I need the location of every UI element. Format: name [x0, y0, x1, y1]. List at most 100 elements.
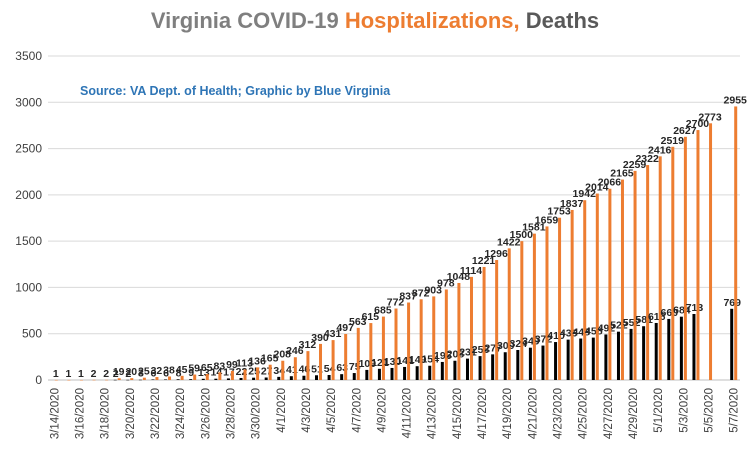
deaths-bar	[692, 313, 696, 380]
hospitalizations-bar	[419, 299, 423, 380]
deaths-bar	[478, 356, 482, 380]
deaths-bar	[679, 316, 683, 380]
hospitalizations-bar	[646, 165, 650, 380]
hospitalizations-bar	[105, 379, 109, 381]
x-tick-label: 5/7/2020	[729, 388, 741, 433]
y-tick-label: 0	[35, 373, 42, 387]
deaths-bar	[453, 360, 457, 380]
x-tick-label: 5/1/2020	[653, 388, 665, 433]
deaths-bar	[365, 369, 369, 380]
deaths-bar	[239, 377, 243, 380]
y-tick-label: 1500	[15, 234, 42, 248]
x-tick-label: 4/9/2020	[376, 388, 388, 433]
hospitalizations-data-label: 19	[113, 366, 125, 378]
hospitalizations-data-label: 1659	[535, 214, 559, 226]
deaths-bar	[252, 377, 256, 380]
deaths-bar	[390, 367, 394, 380]
hospitalizations-data-label: 1422	[497, 236, 521, 248]
deaths-bar	[491, 354, 495, 380]
hospitalizations-bar	[671, 146, 675, 380]
x-tick-label: 4/27/2020	[603, 388, 615, 439]
y-tick-label: 2000	[15, 188, 42, 202]
hospitalizations-data-label: 2066	[598, 177, 622, 189]
deaths-bar	[126, 379, 130, 381]
x-tick-label: 4/3/2020	[301, 388, 313, 433]
deaths-bar	[138, 379, 142, 381]
deaths-bar	[654, 322, 658, 380]
source-note: Source: VA Dept. of Health; Graphic by B…	[80, 84, 391, 98]
hospitalizations-bar	[469, 276, 473, 380]
deaths-bar	[528, 347, 532, 380]
hospitalizations-data-label: 2700	[686, 118, 710, 130]
deaths-bar	[164, 379, 168, 380]
hospitalizations-bar	[709, 123, 713, 380]
hospitalizations-data-label: 1581	[522, 222, 546, 234]
hospitalizations-data-label: 390	[311, 332, 329, 344]
hospitalizations-data-label: 772	[387, 297, 405, 309]
deaths-bar	[465, 358, 469, 380]
hospitalizations-data-label: 2259	[623, 159, 647, 171]
hospitalizations-data-label: 20	[125, 366, 137, 378]
y-tick-label: 1000	[15, 280, 42, 294]
hospitalizations-data-label: 2519	[661, 135, 685, 147]
deaths-data-label: 27	[261, 366, 273, 378]
deaths-bar	[264, 377, 268, 380]
hospitalizations-bar	[79, 379, 83, 381]
hospitalizations-data-label: 32	[151, 365, 163, 377]
deaths-data-label: 9	[188, 367, 194, 379]
hospitalizations-data-label: 2627	[673, 125, 697, 137]
deaths-bar	[327, 375, 331, 380]
hospitalizations-data-label: 1	[78, 368, 84, 380]
hospitalizations-bar	[168, 376, 172, 380]
hospitalizations-bar	[432, 296, 436, 380]
x-tick-label: 4/21/2020	[527, 388, 539, 439]
x-tick-label: 3/16/2020	[74, 388, 86, 439]
hospitalizations-data-label: 83	[214, 360, 226, 372]
hospitalizations-data-label: 59	[188, 363, 200, 375]
x-tick-label: 4/5/2020	[326, 388, 338, 433]
hospitalizations-bar	[683, 136, 687, 380]
x-tick-label: 4/1/2020	[276, 388, 288, 433]
hospitalizations-bar	[67, 379, 71, 381]
x-tick-label: 4/7/2020	[351, 388, 363, 433]
hospitalizations-bar	[620, 179, 624, 380]
chart-title-part3: Deaths	[519, 8, 600, 33]
hospitalizations-bar	[54, 379, 58, 381]
y-tick-label: 500	[22, 327, 42, 341]
deaths-data-label: 8	[176, 367, 182, 379]
deaths-data-label: 713	[686, 302, 704, 314]
hospitalizations-bar	[444, 289, 448, 380]
deaths-data-label: 41	[286, 364, 298, 376]
hospitalizations-data-label: 113	[236, 358, 253, 370]
hospitalizations-bar	[658, 156, 662, 380]
deaths-data-label: 13	[198, 367, 210, 379]
hospitalizations-data-label: 2773	[698, 111, 722, 123]
hospitalizations-data-label: 431	[324, 328, 342, 340]
hospitalizations-data-label: 563	[349, 316, 367, 328]
x-tick-label: 5/3/2020	[678, 388, 690, 433]
deaths-bar	[516, 350, 520, 380]
chart-title-part2: Hospitalizations,	[344, 8, 520, 33]
deaths-bar	[591, 337, 595, 380]
deaths-data-label: 14	[211, 367, 223, 379]
hospitalizations-data-label: 2165	[610, 168, 634, 180]
hospitalizations-bar	[331, 340, 335, 380]
hospitalizations-bar	[193, 374, 197, 380]
x-tick-label: 4/11/2020	[402, 388, 414, 438]
hospitalizations-bar	[92, 379, 96, 381]
deaths-bar	[340, 374, 344, 380]
deaths-bar	[277, 376, 281, 380]
hospitalizations-bar	[344, 333, 348, 380]
hospitalizations-bar	[507, 248, 511, 380]
hospitalizations-data-label: 1	[65, 368, 71, 380]
deaths-bar	[289, 376, 293, 380]
chart-title: Virginia COVID-19 Hospitalizations, Deat…	[0, 8, 750, 34]
hospitalizations-bar	[407, 302, 411, 380]
x-tick-label: 4/15/2020	[452, 388, 464, 439]
hospitalizations-bar	[180, 375, 184, 380]
hospitalizations-bar	[256, 367, 260, 380]
x-tick-label: 5/5/2020	[704, 388, 716, 433]
hospitalizations-data-label: 1221	[472, 255, 496, 267]
